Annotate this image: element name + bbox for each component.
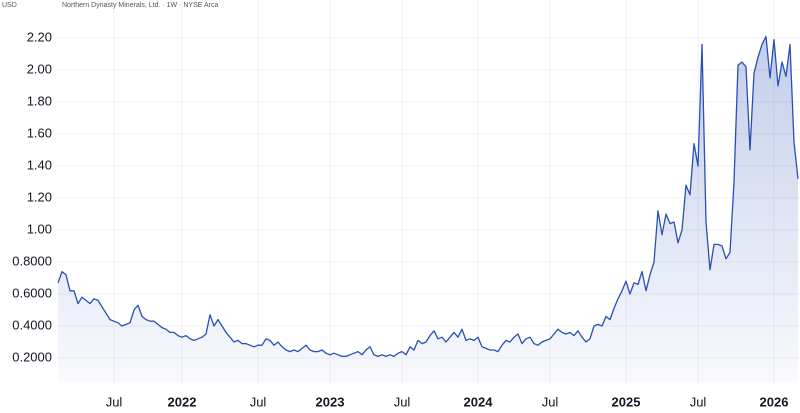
area-fill — [58, 36, 798, 383]
y-tick-label: 1.60 — [27, 125, 52, 140]
x-tick-label: 2025 — [612, 394, 641, 409]
grid — [58, 0, 800, 384]
y-axis-label: USD — [2, 2, 17, 9]
x-tick-label: 2022 — [168, 394, 197, 409]
y-tick-label: 1.80 — [27, 93, 52, 108]
x-tick-label: 2023 — [316, 394, 345, 409]
x-tick-label: Jul — [690, 394, 707, 409]
y-tick-label: 0.8000 — [12, 253, 52, 268]
x-tick-label: Jul — [106, 394, 123, 409]
y-tick-label: 0.2000 — [12, 349, 52, 364]
x-tick-label: Jul — [542, 394, 559, 409]
price-line — [57, 35, 799, 358]
y-tick-label: 1.00 — [27, 221, 52, 236]
y-tick-label: 1.20 — [27, 189, 52, 204]
y-tick-label: 0.6000 — [12, 285, 52, 300]
chart-title: Northern Dynasty Minerals, Ltd. · 1W · N… — [62, 2, 218, 9]
x-tick-label: 2024 — [464, 394, 494, 409]
x-tick-label: 2026 — [760, 394, 789, 409]
x-tick-label: Jul — [250, 394, 267, 409]
y-tick-label: 2.00 — [27, 61, 52, 76]
x-tick-label: Jul — [394, 394, 411, 409]
y-tick-label: 0.4000 — [12, 317, 52, 332]
y-tick-label: 2.20 — [27, 29, 52, 44]
y-tick-label: 1.40 — [27, 157, 52, 172]
